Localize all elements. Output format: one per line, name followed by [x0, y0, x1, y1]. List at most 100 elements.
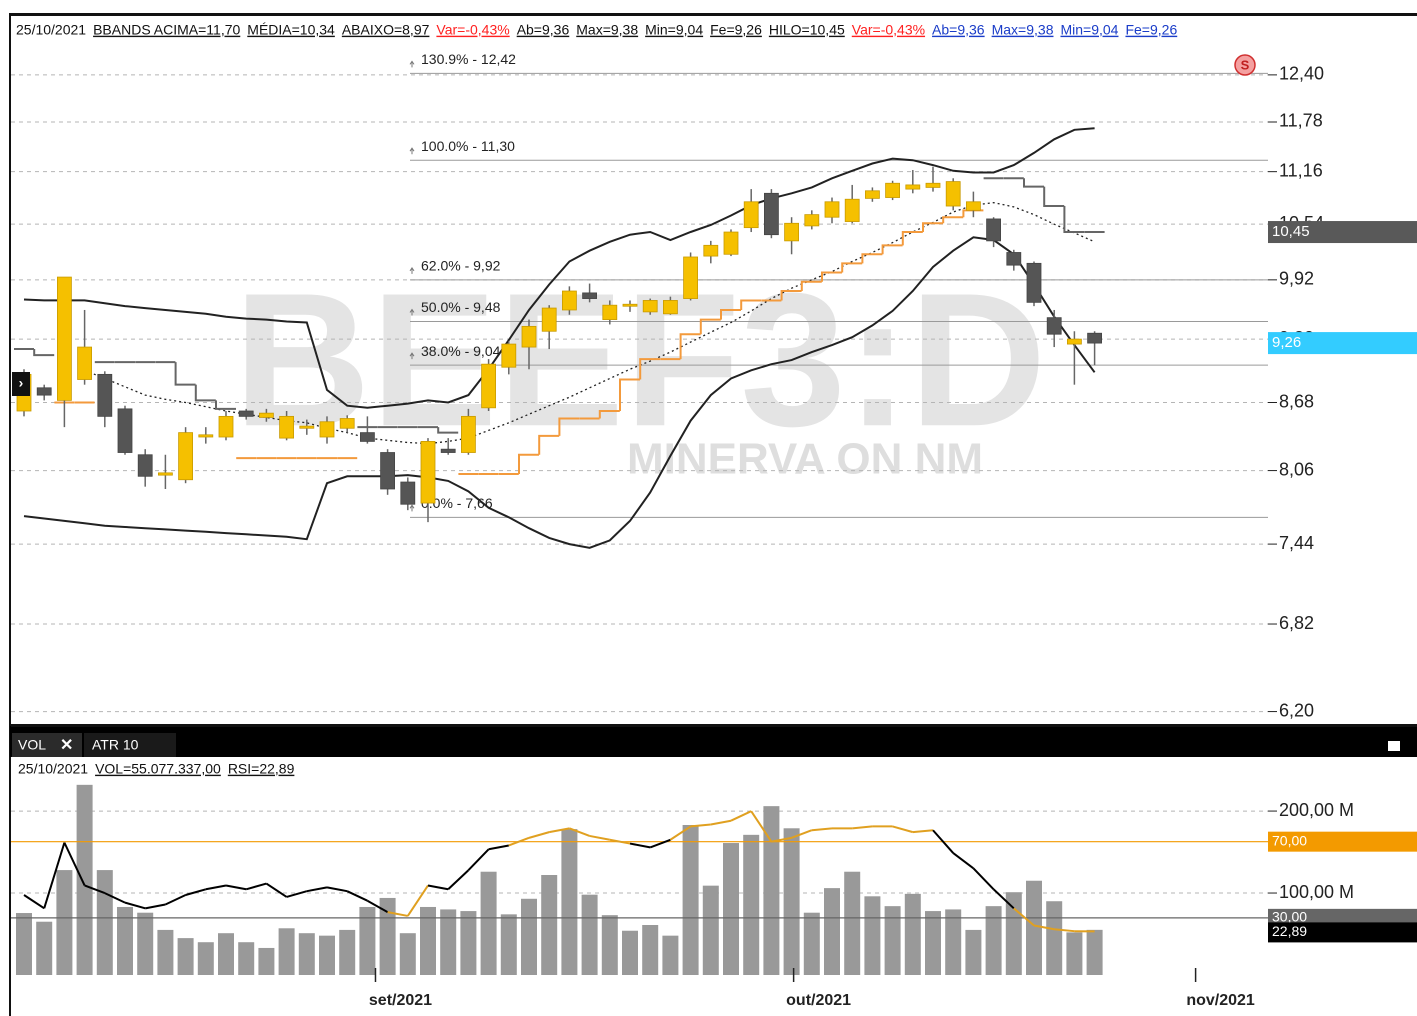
hilo-step — [699, 318, 721, 335]
expand-button[interactable] — [12, 372, 30, 396]
candle-body — [77, 346, 92, 380]
header-item: Ab=9,36 — [932, 22, 985, 38]
candle-body — [764, 192, 779, 236]
header-item: Var=-0,43% — [852, 22, 925, 38]
rsi-last-tag — [1268, 922, 1417, 943]
rsi-line — [1033, 924, 1055, 931]
fibonacci-label: 100.0% - 11,30 — [421, 138, 515, 154]
volume-bar — [399, 933, 416, 975]
fibonacci-marker — [409, 266, 415, 274]
header-item: Min=9,04 — [645, 22, 703, 38]
left-border — [9, 13, 11, 1016]
lower-info-item: RSI=22,89 — [228, 761, 295, 777]
rsi-line — [710, 819, 732, 826]
volume-bar — [157, 929, 174, 975]
rsi-line — [629, 842, 651, 849]
candle-body — [582, 292, 597, 299]
volume-bar — [662, 935, 679, 975]
volume-bar — [904, 893, 921, 975]
y-tick-label: 8,68 — [1279, 391, 1314, 411]
y-tick-label: 200,00 M — [1279, 800, 1354, 820]
volume-bar — [379, 897, 396, 975]
rsi-level-label: 70,00 — [1272, 832, 1307, 848]
fibonacci-marker — [409, 147, 415, 155]
rsi-line — [427, 884, 449, 891]
y-tick-label: 100,00 M — [1279, 882, 1354, 902]
expand-arrow[interactable]: › — [19, 375, 24, 391]
volume-bar — [521, 898, 537, 975]
y-tick-label: 11,16 — [1279, 160, 1323, 180]
hilo-step — [942, 216, 964, 224]
top-border — [10, 13, 1417, 16]
hilo-step — [800, 280, 822, 292]
hilo-step — [33, 349, 55, 357]
rsi-line — [124, 901, 146, 910]
rsi-line — [488, 844, 509, 851]
hilo-step — [740, 299, 762, 310]
rsi-line — [164, 894, 187, 906]
candle-body — [723, 231, 739, 255]
candle-body — [784, 222, 799, 242]
volume-bar — [460, 911, 477, 975]
tab-close[interactable]: ✕ — [60, 737, 73, 754]
candle-body — [925, 182, 941, 188]
panel-separator — [11, 724, 1417, 727]
volume-bar — [601, 915, 618, 975]
tab-vol[interactable] — [12, 733, 82, 757]
candle-body — [400, 481, 416, 505]
rsi-line — [145, 903, 166, 910]
price-panel: 12,4011,7811,1610,549,929,308,688,067,44… — [11, 51, 1417, 720]
hilo-step — [174, 362, 196, 386]
candle-body — [1067, 338, 1082, 345]
hilo-step — [679, 333, 701, 360]
candle-body — [602, 304, 618, 320]
rsi-line — [1013, 907, 1035, 927]
header-item: Max=9,38 — [576, 22, 638, 38]
volume-bar — [965, 929, 982, 975]
lower-info-item: VOL=55.077.337,00 — [95, 761, 221, 777]
rsi-line — [690, 823, 711, 828]
tab-label[interactable]: ATR 10 — [92, 737, 139, 753]
hilo-step — [922, 222, 943, 233]
rsi-line — [366, 899, 389, 914]
rsi-line — [549, 827, 570, 834]
fibonacci-marker — [409, 504, 415, 512]
volume-bar — [16, 913, 32, 975]
hilo-step — [1043, 186, 1065, 208]
hilo-step — [1063, 206, 1085, 234]
hilo-step — [518, 453, 539, 474]
candle-body — [683, 256, 698, 299]
candle-body — [1087, 332, 1102, 344]
candle-body — [743, 201, 759, 229]
volume-bar — [642, 925, 659, 975]
rsi-line — [791, 829, 813, 839]
candle-body — [481, 363, 497, 409]
volume-bar — [420, 906, 436, 975]
tab-label[interactable]: VOL — [18, 737, 46, 753]
volume-bar — [581, 894, 598, 975]
maximize-icon[interactable] — [1388, 741, 1400, 751]
candle-body — [460, 415, 476, 453]
signal-icon[interactable] — [1234, 54, 1256, 76]
candle-body — [501, 343, 517, 368]
rsi-line — [952, 852, 975, 870]
volume-bar — [844, 871, 861, 975]
tab-atr[interactable] — [84, 733, 176, 757]
candle-body — [663, 300, 678, 315]
volume-bar — [36, 921, 53, 975]
header-item: Ab=9,36 — [517, 22, 570, 38]
hilo-step — [841, 262, 863, 273]
volume-bar — [783, 828, 800, 975]
signal-icon-label[interactable]: S — [1241, 57, 1250, 72]
fibonacci-marker — [409, 352, 415, 360]
candle-body — [137, 454, 153, 477]
rsi-line — [205, 884, 227, 891]
rsi-line — [609, 838, 631, 845]
volume-bar — [1066, 932, 1083, 975]
volume-bar — [1005, 892, 1022, 975]
volume-bar — [723, 843, 739, 975]
rsi-line — [811, 827, 833, 832]
y-tick-label: 8,06 — [1279, 459, 1314, 479]
header-item: Var=-0,43% — [436, 22, 509, 38]
